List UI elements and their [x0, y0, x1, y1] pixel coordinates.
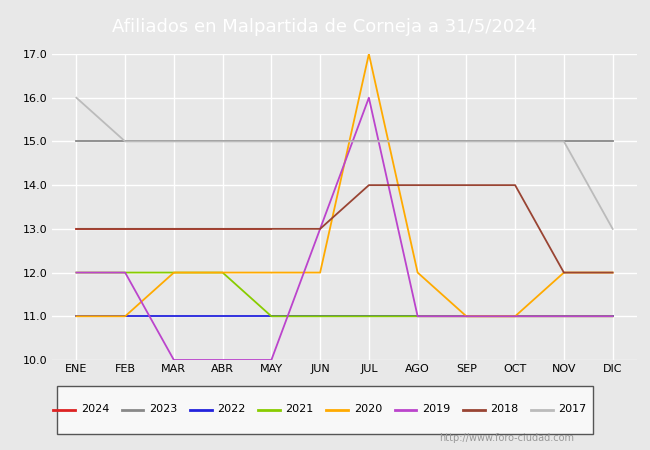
FancyBboxPatch shape: [57, 386, 593, 434]
Text: 2019: 2019: [422, 405, 450, 414]
Text: http://www.foro-ciudad.com: http://www.foro-ciudad.com: [439, 433, 575, 443]
Text: 2024: 2024: [81, 405, 109, 414]
Text: 2023: 2023: [149, 405, 177, 414]
Text: 2018: 2018: [490, 405, 519, 414]
Text: 2020: 2020: [354, 405, 382, 414]
Text: 2022: 2022: [217, 405, 246, 414]
Text: Afiliados en Malpartida de Corneja a 31/5/2024: Afiliados en Malpartida de Corneja a 31/…: [112, 18, 538, 36]
Text: 2021: 2021: [285, 405, 314, 414]
Text: 2017: 2017: [558, 405, 587, 414]
